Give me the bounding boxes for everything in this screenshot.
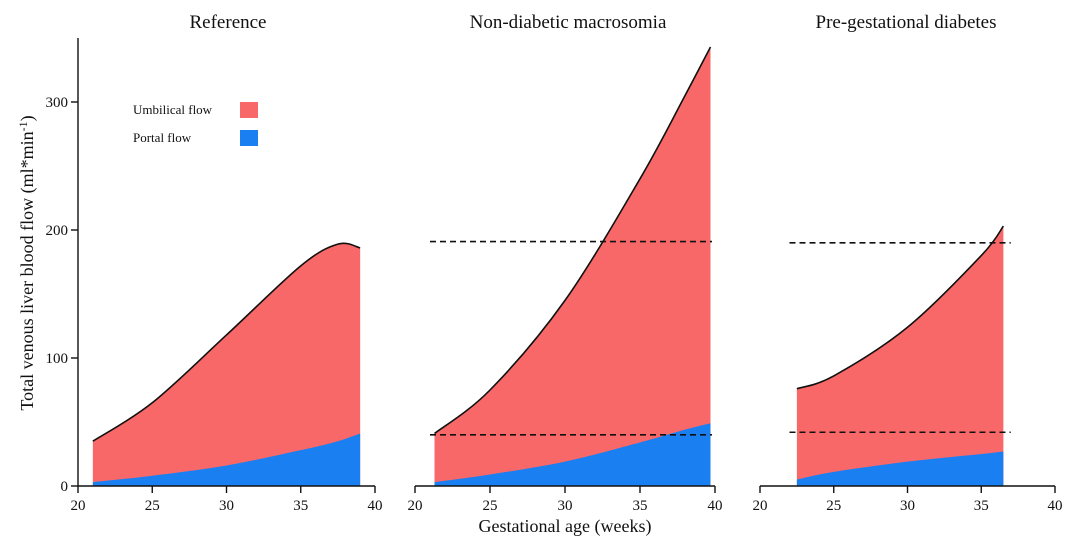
legend-item: Portal flow [133,130,258,146]
y-tick-label: 0 [61,479,69,495]
x-tick-label: 20 [408,498,423,514]
y-axis-label-superscript: -1 [16,121,30,131]
portal-flow-area [796,451,1004,486]
total-flow-line [434,46,712,435]
legend-label: Portal flow [133,130,192,145]
x-tick-label: 30 [219,498,234,514]
x-tick-label: 30 [900,498,915,514]
legend: Umbilical flow Portal flow [133,102,258,146]
x-axis-label: Gestational age (weeks) [479,516,652,537]
panel-title: Reference [190,12,267,33]
panel-title: Non-diabetic macrosomia [470,12,667,33]
legend-label: Umbilical flow [133,102,213,117]
legend-swatch [240,130,258,146]
umbilical-flow-area [796,226,1004,486]
panel-pre-gestational-diabetes: Pre-gestational diabetes 20 25 30 35 40 [753,12,1063,514]
umbilical-flow-area [92,243,361,486]
y-tick-label: 300 [46,95,69,111]
y-axis-label-main: Total venous liver blood flow (ml*min [17,131,38,410]
legend-swatch [240,102,258,118]
portal-flow-area [92,433,361,486]
y-axis-label-close: ) [17,115,38,121]
x-tick-label: 20 [71,498,86,514]
y-axis-label: Total venous liver blood flow (ml*min-1) [16,115,38,410]
x-tick-label: 30 [558,498,573,514]
total-flow-line [796,225,1005,390]
y-tick-label: 200 [46,223,69,239]
x-tick-label: 25 [483,498,498,514]
legend-item: Umbilical flow [133,102,258,118]
x-tick-label: 40 [368,498,383,514]
y-axis: 0 100 200 300 [46,38,79,495]
total-flow-line [92,242,361,442]
x-tick-label: 40 [1048,498,1063,514]
y-tick-label: 100 [46,351,69,367]
umbilical-flow-area [434,46,711,487]
panel-title: Pre-gestational diabetes [816,12,997,33]
panel-non-diabetic-macrosomia: Non-diabetic macrosomia 20 25 30 35 40 [408,12,723,514]
x-axis: 20 25 30 35 40 [408,485,723,514]
x-tick-label: 35 [633,498,648,514]
x-tick-label: 40 [708,498,723,514]
panel-reference: Reference 20 25 30 35 40 [71,12,383,514]
x-axis: 20 25 30 35 40 [71,485,383,514]
portal-flow-area [434,423,711,486]
x-tick-label: 35 [974,498,989,514]
x-tick-label: 25 [826,498,841,514]
x-axis: 20 25 30 35 40 [753,485,1063,514]
x-tick-label: 20 [753,498,768,514]
x-tick-label: 25 [145,498,160,514]
x-tick-label: 35 [293,498,308,514]
